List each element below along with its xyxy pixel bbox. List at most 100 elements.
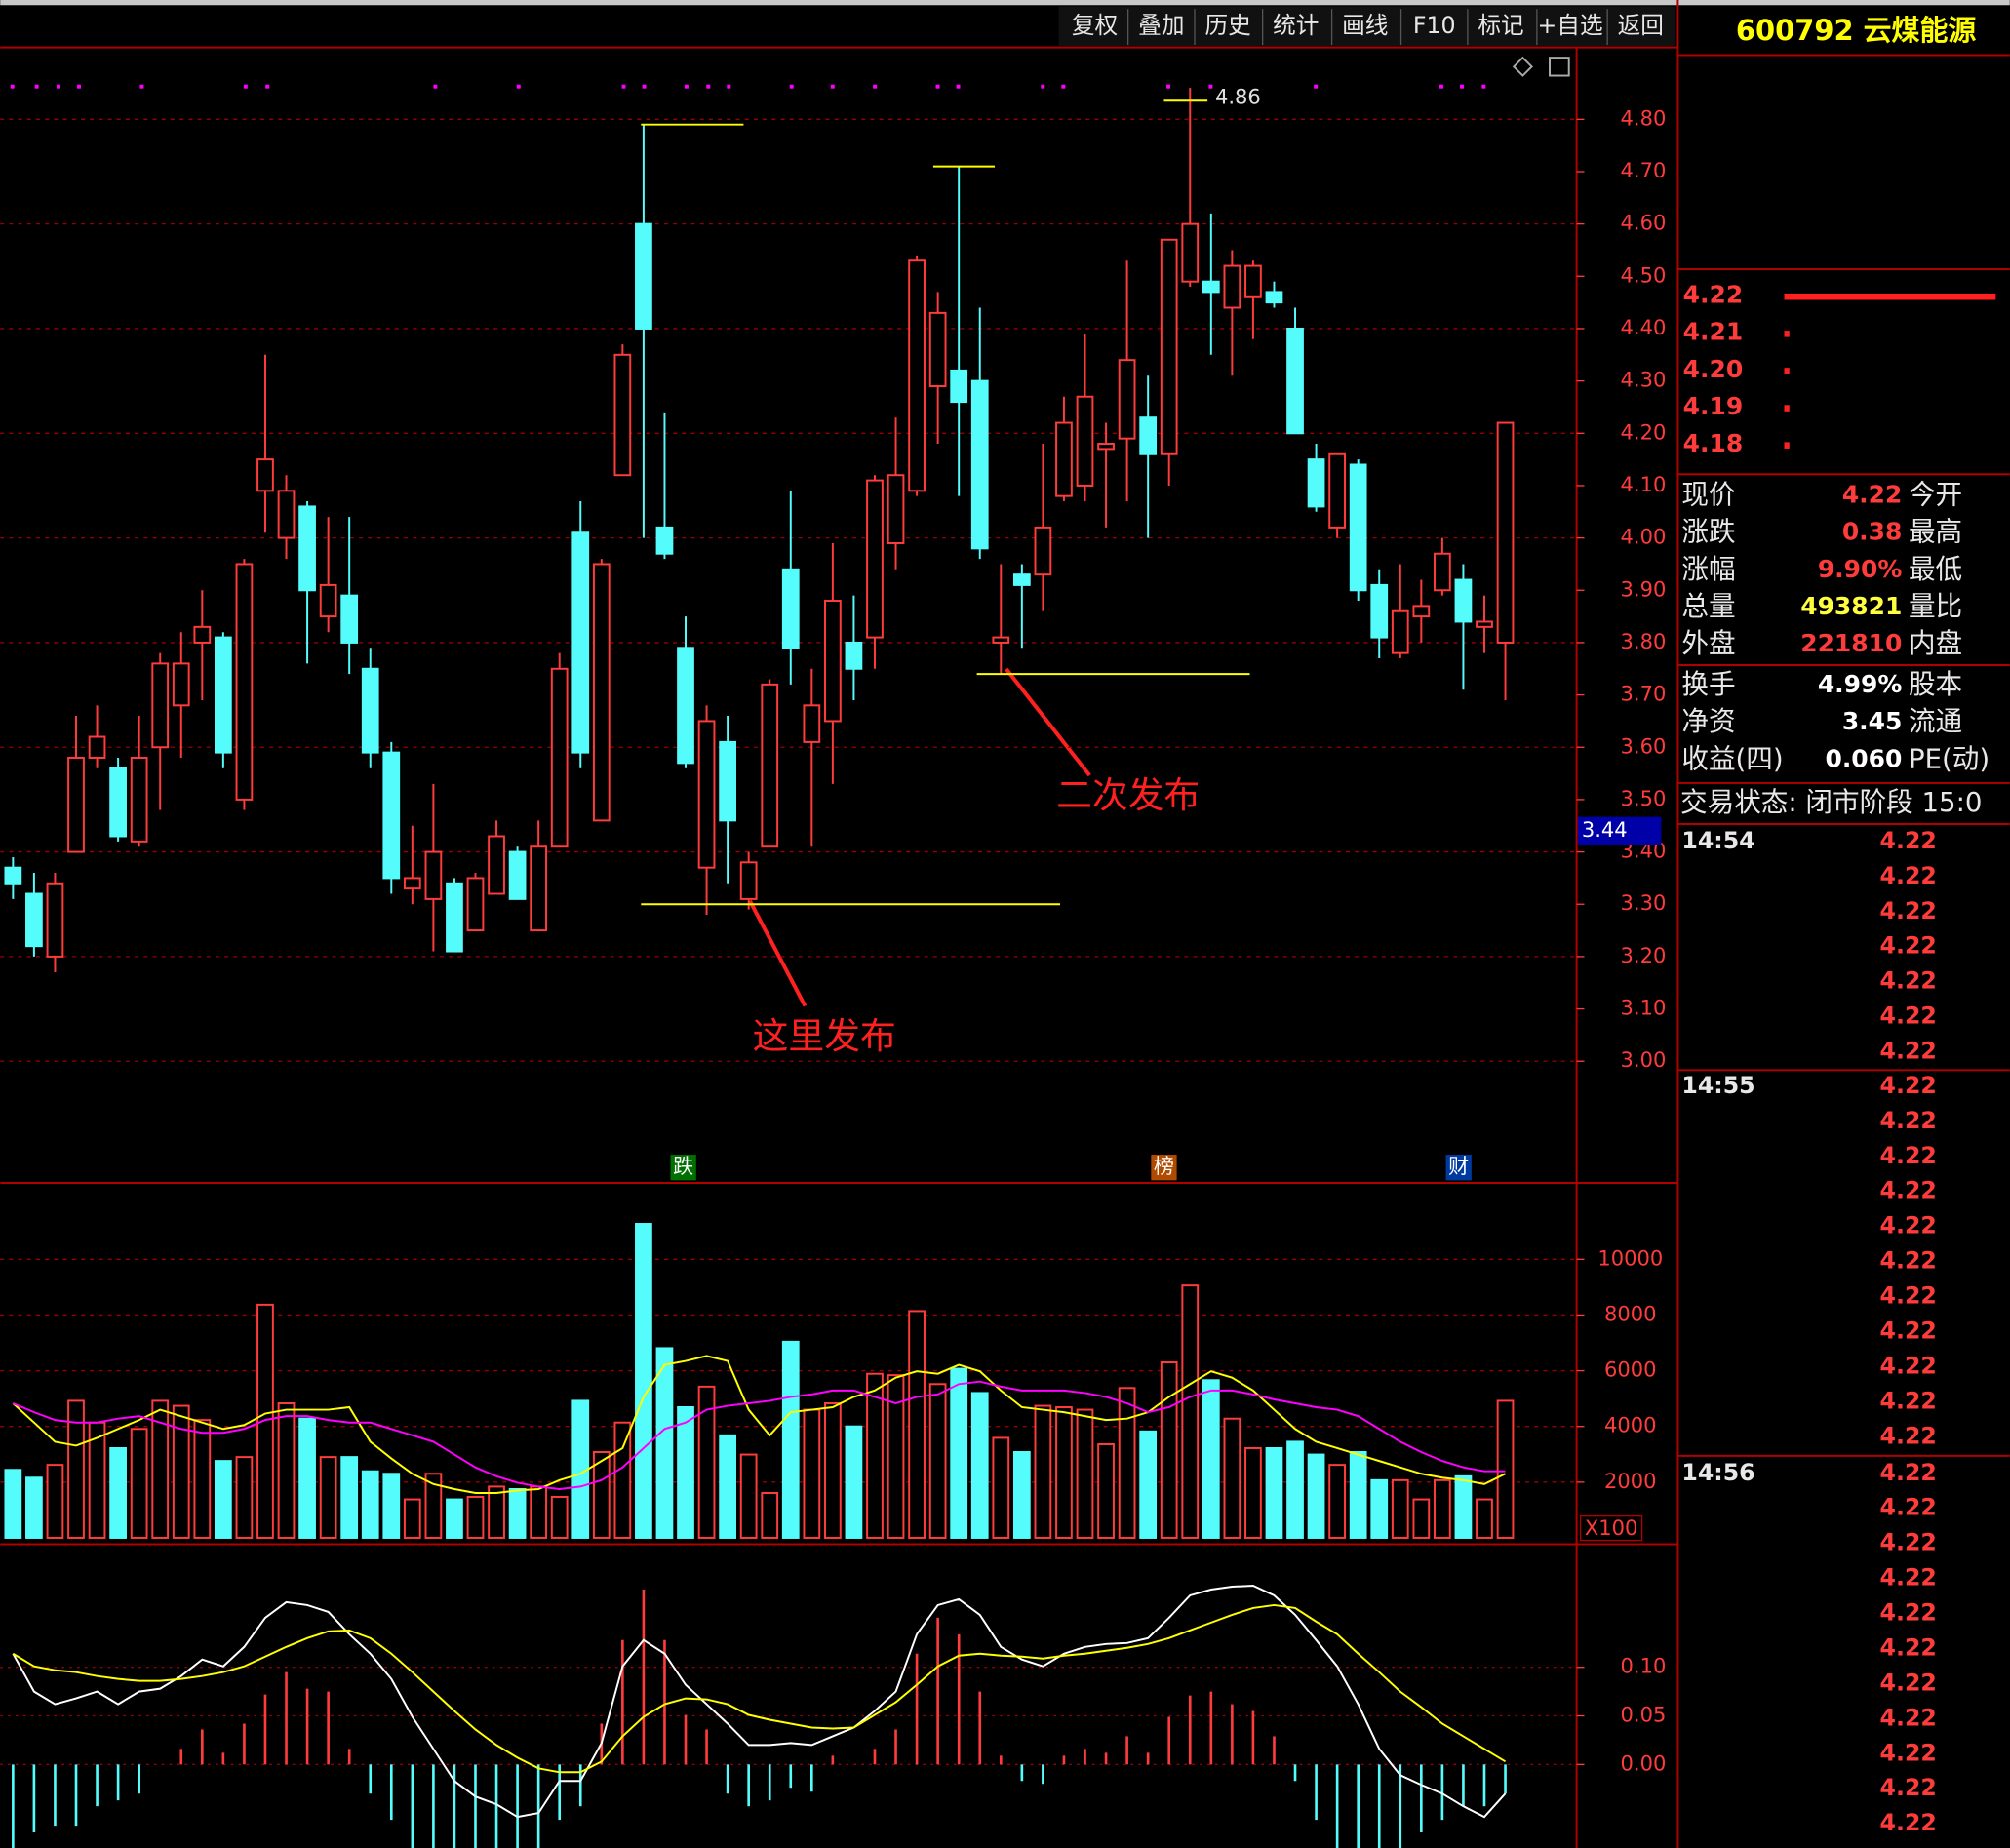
- event-badge[interactable]: [1445, 1155, 1472, 1181]
- volume-bar: [719, 1434, 736, 1539]
- tick-price: 4.22: [1880, 1529, 1937, 1556]
- candle-body: [677, 647, 694, 765]
- volume-bar: [1160, 1361, 1178, 1539]
- volume-bar: [25, 1476, 43, 1539]
- volume-bar: [739, 1453, 758, 1539]
- candle-body: [1391, 609, 1409, 654]
- stat-label-2: 股本: [1909, 668, 1962, 700]
- marker-dot: [10, 84, 15, 89]
- candle-body: [214, 636, 232, 754]
- candle-body: [1307, 458, 1325, 508]
- marker-dot: [139, 84, 144, 89]
- volume-bar: [1496, 1399, 1515, 1539]
- volume-bar: [151, 1399, 170, 1539]
- cursor-price-label: 3.44: [1582, 817, 1628, 842]
- candle-body: [1496, 421, 1515, 644]
- volume-bar: [1181, 1284, 1200, 1539]
- volume-bar: [446, 1498, 463, 1539]
- toolbar-button[interactable]: 画线: [1342, 12, 1388, 39]
- volume-panel: [0, 1223, 1577, 1539]
- candle-body: [1118, 359, 1136, 440]
- candle-body: [340, 594, 359, 644]
- volume-bar: [845, 1425, 863, 1539]
- candle-body: [1160, 238, 1178, 455]
- toolbar-button[interactable]: 统计: [1273, 12, 1319, 39]
- volume-bar: [1328, 1464, 1346, 1539]
- tick-price: 4.22: [1880, 1142, 1937, 1169]
- toolbar-button[interactable]: 返回: [1618, 12, 1664, 39]
- candle-body: [908, 259, 926, 492]
- y-tick-label: 4.10: [1621, 472, 1667, 496]
- candle-body: [130, 757, 148, 843]
- candle-body: [1181, 222, 1200, 283]
- candle-body: [719, 740, 736, 822]
- volume-bar: [1307, 1453, 1325, 1539]
- stat-label-2: 内盘: [1909, 627, 1962, 659]
- event-label[interactable]: 榜: [1154, 1154, 1174, 1178]
- stat-value: 493821: [1800, 592, 1902, 620]
- tick-price: 4.22: [1880, 1459, 1937, 1486]
- volume-bar: [887, 1374, 905, 1539]
- tick-price: 4.22: [1880, 1038, 1937, 1065]
- volume-bar: [761, 1491, 779, 1539]
- high-label: 4.86: [1215, 85, 1261, 109]
- tick-price: 4.22: [1880, 1739, 1937, 1766]
- event-badge[interactable]: [1151, 1155, 1177, 1181]
- volume-bar: [277, 1402, 296, 1539]
- tick-price: 4.22: [1880, 1107, 1937, 1134]
- marker-dot: [1208, 84, 1213, 89]
- stat-label-2: 今开: [1909, 479, 1962, 511]
- marker-dot: [642, 84, 647, 89]
- candle-body: [1349, 463, 1367, 592]
- event-label[interactable]: 财: [1448, 1154, 1469, 1178]
- tick-price: 4.22: [1880, 1003, 1937, 1030]
- stat-label: 外盘: [1681, 627, 1735, 659]
- candle-body: [1034, 526, 1052, 576]
- tick-price: 4.22: [1880, 1212, 1937, 1239]
- y-tick-label: 3.20: [1621, 943, 1667, 967]
- y-tick-label: 3.10: [1621, 996, 1667, 1020]
- candle-body: [635, 222, 652, 330]
- stat-label-2: 量比: [1909, 590, 1962, 622]
- volume-bar: [172, 1404, 190, 1539]
- tick-price: 4.22: [1880, 967, 1937, 995]
- toolbar-button[interactable]: F10: [1413, 12, 1456, 39]
- volume-bar: [1391, 1478, 1409, 1539]
- marker-dot: [1460, 84, 1464, 89]
- candle-body: [1244, 264, 1262, 298]
- y-tick-label: 10000: [1597, 1245, 1663, 1270]
- toolbar-button[interactable]: 历史: [1205, 12, 1251, 39]
- candle-body: [4, 866, 22, 885]
- candle-body: [530, 845, 548, 932]
- candle-body: [1286, 327, 1304, 435]
- volume-bar: [298, 1417, 316, 1539]
- volume-bar: [970, 1392, 989, 1539]
- volume-bar: [1265, 1447, 1283, 1539]
- candle-body: [866, 479, 884, 639]
- stat-label-2: PE(动): [1909, 742, 1990, 774]
- candle-body: [1139, 416, 1158, 455]
- volume-bar: [340, 1456, 359, 1539]
- y-tick-label: 4.20: [1621, 419, 1667, 444]
- event-badge[interactable]: [670, 1155, 696, 1181]
- y-tick-label: 8000: [1604, 1301, 1656, 1325]
- candle-body: [1012, 573, 1031, 586]
- candle-body: [109, 767, 127, 838]
- toolbar-button[interactable]: 复权: [1072, 12, 1118, 39]
- toolbar-button[interactable]: 标记: [1478, 12, 1523, 39]
- candle-body: [319, 583, 337, 618]
- tick-price: 4.22: [1880, 1809, 1937, 1836]
- y-tick-label: 3.50: [1621, 786, 1667, 810]
- volume-bar: [193, 1419, 212, 1539]
- y-tick-label: 4000: [1604, 1413, 1656, 1437]
- volume-bar: [488, 1485, 505, 1539]
- y-tick-label: 0.00: [1621, 1750, 1667, 1775]
- toolbar-button[interactable]: +自选: [1537, 12, 1602, 39]
- candle-body: [1476, 620, 1493, 628]
- marker-dot: [873, 84, 878, 89]
- candle-body: [235, 563, 254, 801]
- toolbar-button[interactable]: 叠加: [1138, 12, 1184, 39]
- event-label[interactable]: 跌: [673, 1154, 693, 1178]
